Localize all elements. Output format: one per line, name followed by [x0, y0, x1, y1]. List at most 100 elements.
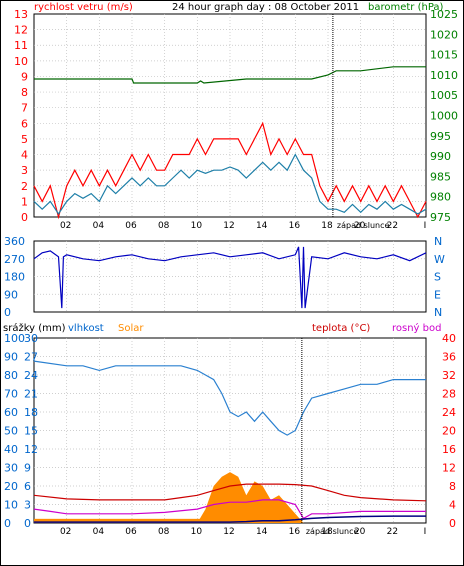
humidity-y-tick: 100 [4, 332, 25, 345]
humidity-y-tick: 30 [4, 462, 18, 475]
wind-y-tick: 13 [14, 8, 28, 21]
p3-x-tick: 16 [289, 527, 301, 537]
direction-y-tick: 360 [4, 235, 25, 248]
direction-y-tick: 90 [4, 288, 18, 301]
baro-y-tick: 995 [430, 130, 451, 143]
rain-axis-label: srážky (mm) [3, 322, 66, 334]
solar-area [34, 472, 426, 523]
p3-x-tick: 10 [191, 527, 203, 537]
temp-y-tick: 0 [449, 517, 456, 530]
rain-y-tick: 27 [24, 351, 38, 364]
humidity-y-tick: 80 [4, 369, 18, 382]
baro-y-tick: 1025 [430, 8, 458, 21]
rain-y-tick: 15 [24, 425, 38, 438]
p3-x-tick: 22 [387, 527, 398, 537]
humidity-y-tick: 90 [4, 351, 18, 364]
temp-y-tick: 16 [442, 443, 456, 456]
p1-x-tick: 12 [223, 221, 234, 231]
rain-y-tick: 3 [24, 499, 31, 512]
p1-x-tick: 02 [60, 221, 71, 231]
baro-y-tick: 975 [430, 211, 451, 224]
rain-y-tick: 21 [24, 388, 38, 401]
wind-y-tick: 10 [14, 55, 28, 68]
direction-y-tick: 270 [4, 253, 25, 266]
wind-y-tick: 5 [21, 133, 28, 146]
rain-y-tick: 0 [24, 517, 31, 530]
wind-y-tick: 12 [14, 24, 28, 37]
barometer-axis-label: barometr (hPa) [368, 2, 444, 13]
p3-x-tick: 18 [321, 527, 333, 537]
p3-x-tick: 14 [256, 527, 268, 537]
temp-y-tick: 4 [449, 499, 456, 512]
wind-direction-line [33, 246, 427, 309]
humidity-y-tick: 20 [4, 480, 18, 493]
direction-y-tick: 0 [4, 306, 11, 319]
humidity-y-tick: 10 [4, 499, 18, 512]
temp-y-tick: 36 [442, 351, 456, 364]
rain-y-tick: 6 [24, 480, 31, 493]
baro-y-tick: 1005 [430, 89, 458, 102]
wind-gust-line [33, 121, 427, 220]
temp-humidity-panel: srážky (mm) vlhkost Solar teplota (°C) r… [3, 322, 456, 537]
rain-line [34, 515, 426, 523]
temp-y-tick: 24 [442, 406, 456, 419]
compass-label: N [434, 235, 442, 248]
dewpoint-line [33, 499, 426, 520]
wind-y-tick: 1 [21, 195, 28, 208]
p1-x-tick: I [424, 221, 427, 231]
p3-x-tick: 04 [93, 527, 105, 537]
p3-x-tick: 20 [354, 527, 366, 537]
p3-x-tick: 06 [125, 527, 137, 537]
direction-y-tick: 180 [4, 271, 25, 284]
humidity-line [33, 360, 426, 436]
baro-y-tick: 990 [430, 150, 451, 163]
temp-y-tick: 8 [449, 480, 456, 493]
humidity-y-tick: 50 [4, 425, 18, 438]
baro-y-tick: 985 [430, 170, 451, 183]
baro-y-tick: 1015 [430, 49, 458, 62]
compass-label: W [434, 253, 445, 266]
p1-x-tick: 06 [125, 221, 137, 231]
wind-barometer-panel: rychlost vetru (m/s) 24 hour graph day :… [14, 2, 458, 231]
rain-y-tick: 30 [24, 332, 38, 345]
temp-y-tick: 32 [442, 369, 456, 382]
compass-label: N [434, 306, 442, 319]
temp-y-tick: 20 [442, 425, 456, 438]
baro-y-tick: 980 [430, 191, 451, 204]
wind-y-tick: 0 [21, 211, 28, 224]
rain-y-tick: 24 [24, 369, 38, 382]
baro-y-tick: 1010 [430, 69, 458, 82]
solar-legend-label: Solar [118, 323, 144, 334]
rain-y-tick: 18 [24, 406, 38, 419]
p3-x-tick: 02 [60, 527, 71, 537]
wind-y-tick: 8 [21, 86, 28, 99]
compass-label: S [434, 271, 441, 284]
wind-speed-axis-label: rychlost vetru (m/s) [34, 2, 133, 13]
p3-x-tick: 12 [223, 527, 234, 537]
wind-y-tick: 3 [21, 164, 28, 177]
p3-sunset-label: západ slunce [306, 527, 359, 536]
humidity-y-tick: 60 [4, 406, 18, 419]
wind-average-line [33, 153, 427, 215]
p3-x-tick: 08 [158, 527, 170, 537]
temp-y-tick: 28 [442, 388, 456, 401]
p3-x-tick: I [424, 527, 427, 537]
graph-title: 24 hour graph day : 08 October 2011 [172, 2, 359, 13]
p1-x-tick: 10 [191, 221, 203, 231]
temp-y-tick: 12 [442, 462, 456, 475]
p1-x-tick: 16 [289, 221, 301, 231]
rain-y-tick: 9 [24, 462, 31, 475]
dewpoint-legend-label: rosný bod [392, 322, 441, 334]
p1-x-tick: 14 [256, 221, 268, 231]
solar-baseline [34, 518, 302, 523]
barometer-line [34, 66, 426, 84]
humidity-y-tick: 0 [4, 517, 11, 530]
humidity-y-tick: 40 [4, 443, 18, 456]
rain-y-tick: 12 [24, 443, 38, 456]
p1-x-tick: 18 [321, 221, 333, 231]
wind-y-tick: 4 [21, 149, 28, 162]
wind-y-tick: 11 [14, 39, 28, 52]
humidity-y-tick: 70 [4, 388, 18, 401]
